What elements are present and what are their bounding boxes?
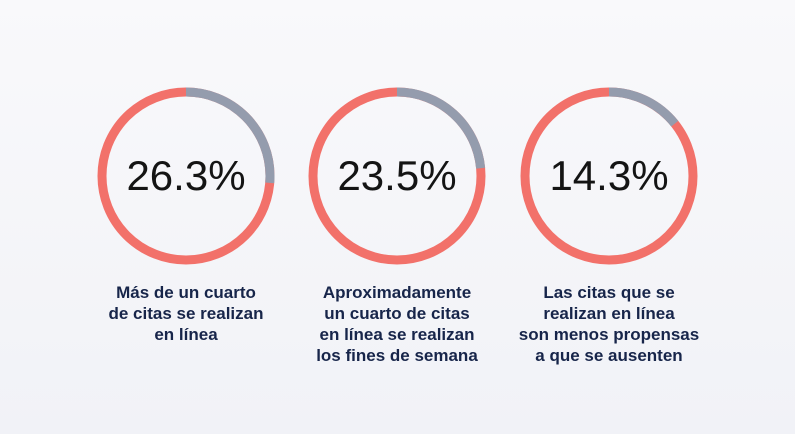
caption-line: de citas se realizan [108,304,264,323]
caption-line: son menos propensas [518,325,700,344]
caption-line: en línea [154,325,218,344]
caption-line: realizan en línea [543,304,675,323]
caption-line: los fines de semana [316,346,478,365]
donut-chart: 14.3% [519,86,699,266]
caption-line: Aproximadamente [322,283,472,302]
percentage-label: 26.3% [126,152,246,199]
caption-line: Las citas que se [543,283,675,302]
donut-chart: 23.5% [307,86,487,266]
donut-value-arc [308,87,486,265]
percentage-label: 23.5% [337,152,457,199]
stat-item: 23.5% Aproximadamente un cuarto de citas en… [287,86,507,366]
caption-line: Más de un cuarto [116,283,256,302]
donut-chart: 26.3% [96,86,276,266]
percentage-label: 14.3% [549,152,669,199]
stat-item: 14.3% Las citas que se realizan en línea so… [499,86,719,366]
stat-item: 26.3% Más de un cuarto de citas se realiza… [76,86,296,345]
stat-caption: Más de un cuarto de citas se realizan en l… [76,282,296,345]
caption-line: en línea se realizan [319,325,475,344]
donut-value-arc [520,87,698,265]
stat-caption: Aproximadamente un cuarto de citas en líne… [287,282,507,366]
caption-line: un cuarto de citas [324,304,470,323]
donut-value-arc [97,87,275,265]
stat-caption: Las citas que se realizan en línea son men… [499,282,719,366]
caption-line: a que se ausenten [535,346,683,365]
